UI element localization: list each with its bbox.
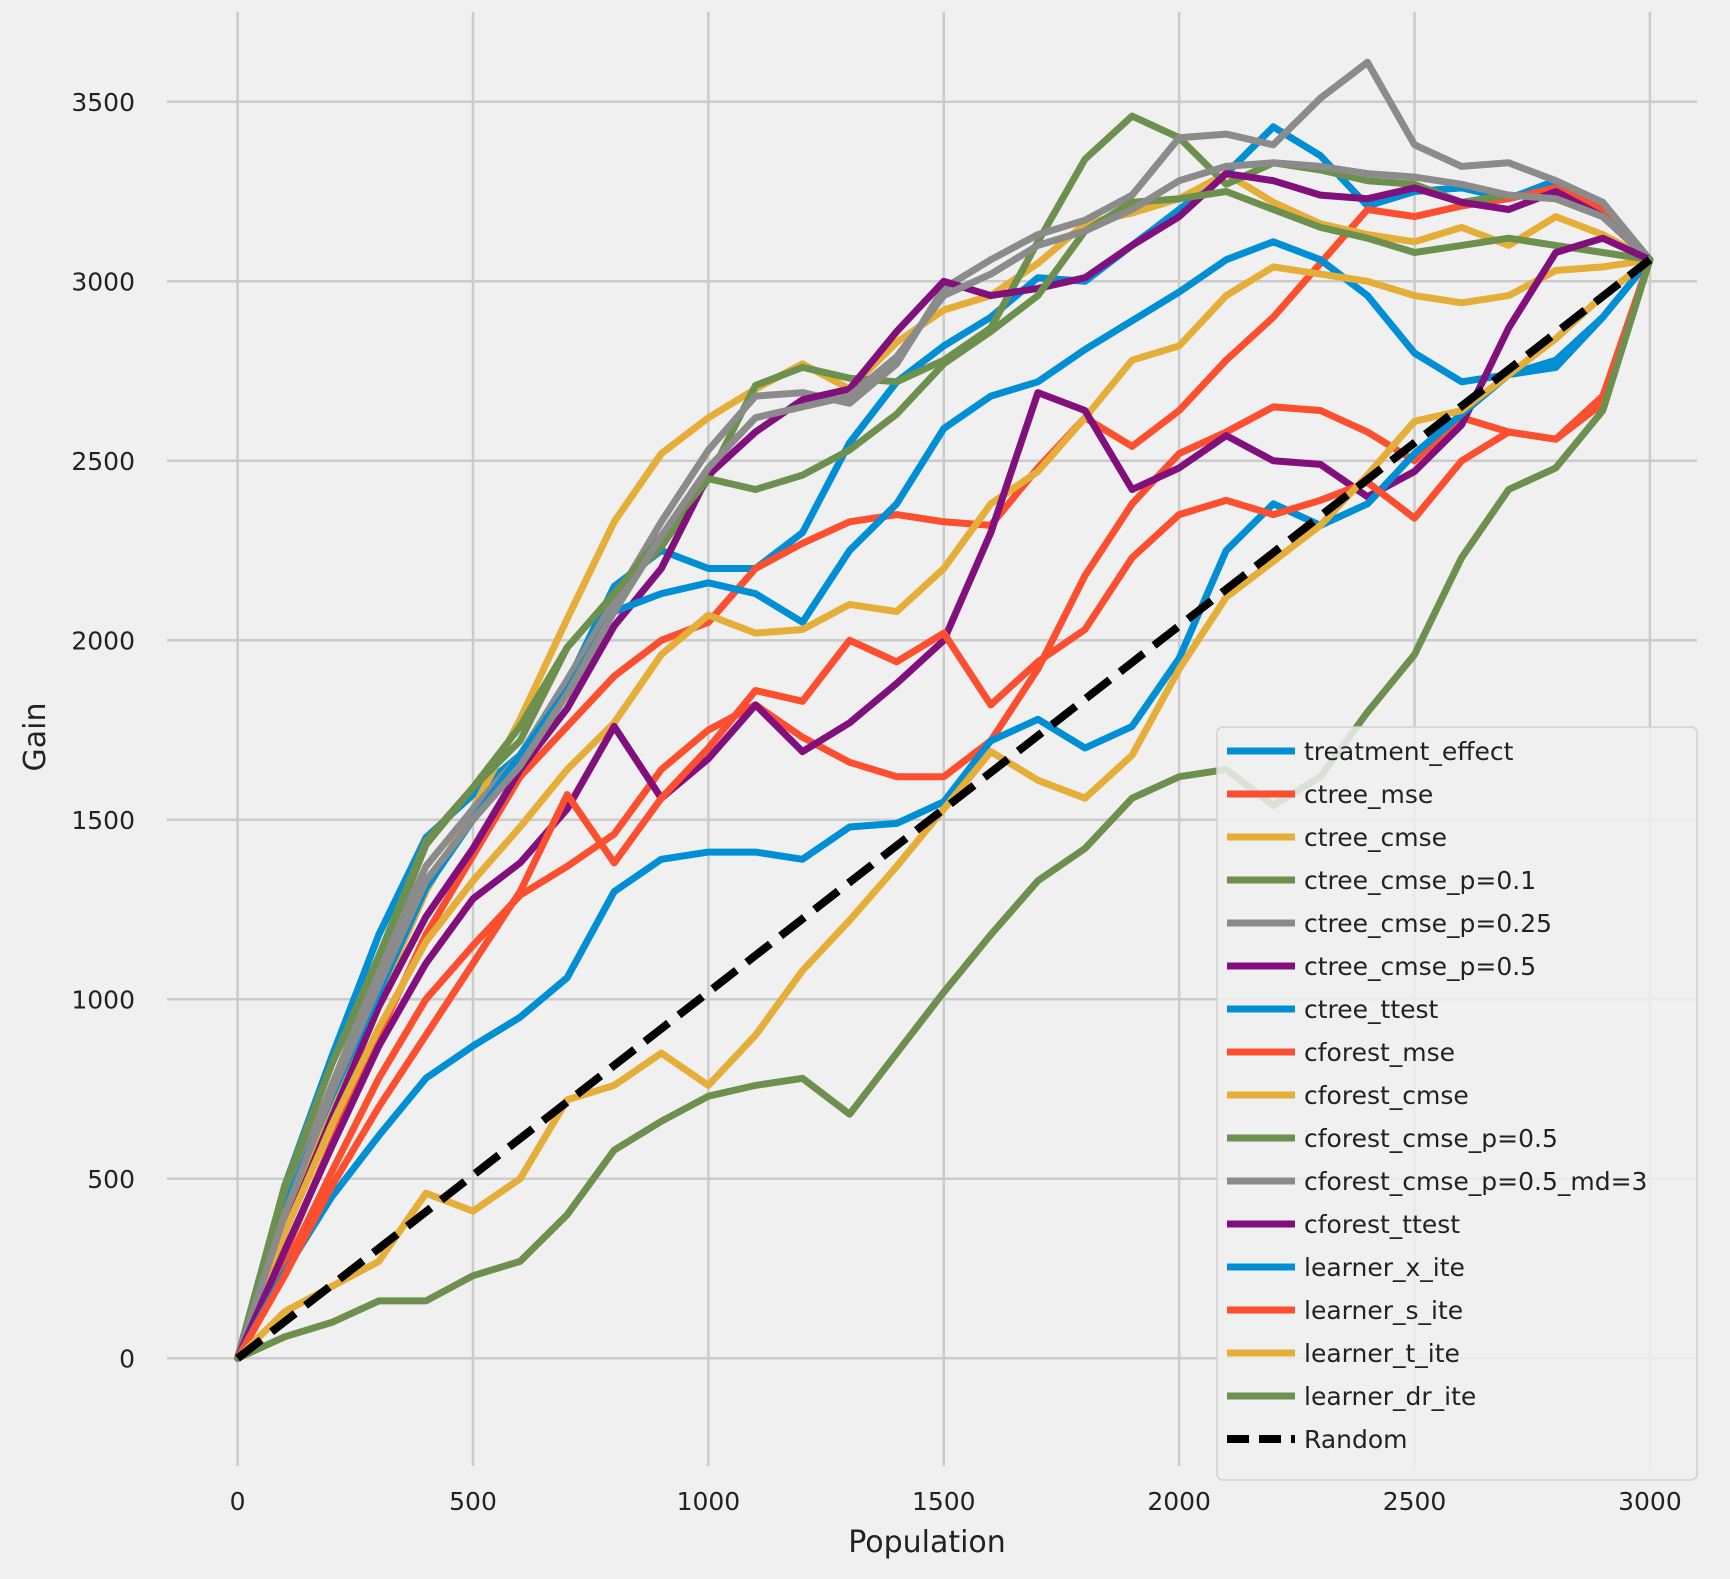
y-tick-label: 1000 bbox=[71, 985, 135, 1014]
x-tick-label: 3000 bbox=[1618, 1487, 1682, 1516]
y-tick-label: 3000 bbox=[71, 267, 135, 296]
series-line-learner_s_ite bbox=[234, 256, 1654, 1362]
y-tick-label: 2500 bbox=[71, 447, 135, 476]
legend-label: ctree_ttest bbox=[1304, 995, 1439, 1024]
legend-label: cforest_ttest bbox=[1304, 1210, 1460, 1239]
x-tick-label: 1000 bbox=[677, 1487, 741, 1516]
legend-label: cforest_cmse_p=0.5_md=3 bbox=[1304, 1167, 1647, 1196]
legend-label: learner_s_ite bbox=[1304, 1296, 1463, 1325]
y-tick-label: 0 bbox=[119, 1344, 135, 1373]
x-tick-label: 0 bbox=[230, 1487, 246, 1516]
series-line-learner_dr_ite bbox=[234, 256, 1654, 1362]
series-line-cforest_cmse_p=0.5_md=3 bbox=[234, 159, 1654, 1362]
series-line-ctree_mse bbox=[234, 184, 1654, 1362]
x-tick-label: 2500 bbox=[1383, 1487, 1447, 1516]
legend-label: learner_x_ite bbox=[1304, 1253, 1465, 1282]
legend-label: cforest_mse bbox=[1304, 1038, 1455, 1067]
series-line-cforest_cmse_p=0.5 bbox=[234, 188, 1654, 1362]
series-line-cforest_mse bbox=[234, 256, 1654, 1362]
series-line-ctree_cmse_p=0.5 bbox=[234, 170, 1654, 1362]
series-line-cforest_cmse bbox=[234, 256, 1654, 1362]
x-tick-label: 500 bbox=[449, 1487, 497, 1516]
y-tick-label: 500 bbox=[87, 1165, 135, 1194]
x-axis-label: Population bbox=[848, 1525, 1006, 1560]
legend-label: ctree_cmse bbox=[1304, 823, 1447, 852]
legend-label: ctree_cmse_p=0.1 bbox=[1304, 866, 1536, 895]
legend-label: Random bbox=[1304, 1425, 1408, 1454]
y-tick-labels: 0 500 1000 1500 2000 2500 3000 3500 bbox=[71, 88, 135, 1374]
x-tick-labels: 0 500 1000 1500 2000 2500 3000 bbox=[230, 1487, 1682, 1516]
y-tick-label: 3500 bbox=[71, 88, 135, 117]
series-line-Random bbox=[235, 256, 1653, 1362]
legend-label: ctree_cmse_p=0.25 bbox=[1304, 909, 1552, 938]
series-lines bbox=[234, 58, 1654, 1362]
legend-label: cforest_cmse_p=0.5 bbox=[1304, 1124, 1558, 1153]
y-tick-label: 2000 bbox=[71, 626, 135, 655]
series-line-ctree_cmse_p=0.25 bbox=[234, 58, 1654, 1362]
legend-label: treatment_effect bbox=[1304, 737, 1514, 766]
series-line-cforest_ttest bbox=[234, 234, 1654, 1362]
legend-label: learner_t_ite bbox=[1304, 1339, 1460, 1368]
legend-label: cforest_cmse bbox=[1304, 1081, 1469, 1110]
legend-label: ctree_cmse_p=0.5 bbox=[1304, 952, 1536, 981]
x-tick-label: 1500 bbox=[912, 1487, 976, 1516]
series-line-learner_t_ite bbox=[234, 256, 1654, 1362]
x-tick-label: 2000 bbox=[1147, 1487, 1211, 1516]
legend-box bbox=[1216, 726, 1698, 1481]
y-axis-label: Gain bbox=[18, 703, 53, 772]
series-line-learner_x_ite bbox=[234, 256, 1654, 1362]
legend: treatment_effect ctree_mse ctree_cmsectree… bbox=[1216, 726, 1698, 1481]
legend-label: learner_dr_ite bbox=[1304, 1382, 1476, 1411]
y-tick-label: 1500 bbox=[71, 806, 135, 835]
legend-label: ctree_mse bbox=[1304, 780, 1433, 809]
